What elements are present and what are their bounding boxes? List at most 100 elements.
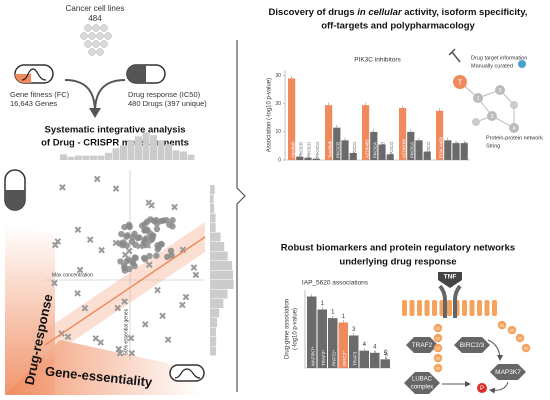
divider bbox=[236, 40, 246, 392]
pill-icon bbox=[4, 169, 26, 211]
point bbox=[125, 221, 133, 229]
y-axis-label: (-log10 p-value) bbox=[293, 308, 299, 350]
distance-label: 4 bbox=[373, 344, 377, 350]
point bbox=[142, 227, 150, 234]
hist-bar bbox=[210, 204, 215, 213]
hist-bar bbox=[75, 155, 82, 160]
gene-fitness-count: 16,643 Genes bbox=[10, 99, 57, 108]
ubiquitin bbox=[433, 323, 443, 333]
hist-bar bbox=[120, 145, 127, 160]
cell-lines-label: Cancer cell lines bbox=[66, 4, 125, 13]
cross-point bbox=[154, 286, 161, 294]
scatter-points bbox=[51, 175, 200, 357]
point bbox=[129, 233, 136, 241]
bar-label: PIK3CG bbox=[426, 141, 431, 158]
ub-label: Ub bbox=[510, 329, 515, 333]
hist-bar bbox=[172, 150, 180, 160]
hist-bar bbox=[180, 151, 187, 160]
lubac-node bbox=[404, 372, 440, 394]
point bbox=[129, 257, 136, 265]
cross-point bbox=[144, 242, 152, 249]
bar-label: PIK3CA bbox=[446, 142, 451, 158]
point bbox=[155, 244, 163, 251]
bar bbox=[380, 359, 390, 368]
ubiquitin bbox=[521, 343, 531, 353]
point bbox=[120, 239, 127, 246]
hist-bar bbox=[210, 280, 234, 289]
bar-label: BIRC2* bbox=[342, 351, 347, 366]
scatter-annotation: Max concentration bbox=[52, 272, 93, 278]
cross-point bbox=[145, 261, 153, 269]
cross-point bbox=[115, 345, 123, 353]
bar-label: IKBKB* bbox=[373, 351, 378, 366]
bar bbox=[436, 110, 444, 160]
hist-bar bbox=[210, 213, 216, 223]
bar bbox=[370, 131, 378, 160]
cross-point bbox=[51, 279, 58, 287]
tnf-shape bbox=[438, 272, 462, 288]
node bbox=[472, 118, 480, 126]
ub-label: Ub bbox=[524, 347, 529, 351]
cell bbox=[96, 32, 104, 40]
cross-point bbox=[114, 304, 122, 312]
point bbox=[164, 253, 171, 261]
hist-bar bbox=[82, 155, 90, 160]
y-axis-label: Association (-log10 p-value) bbox=[267, 78, 273, 152]
target-info: Drug target information bbox=[471, 55, 527, 61]
map3k7-node bbox=[490, 364, 526, 380]
cell bbox=[100, 40, 108, 48]
cross-point bbox=[127, 334, 135, 342]
bar bbox=[341, 140, 349, 160]
cross-point bbox=[112, 239, 120, 247]
bar-label: TBK1* bbox=[363, 353, 368, 366]
drug-response-gradient bbox=[5, 225, 55, 395]
bar bbox=[349, 335, 359, 368]
cell bbox=[104, 32, 112, 40]
point bbox=[131, 262, 138, 270]
hist-bar bbox=[105, 152, 112, 160]
traf2-node bbox=[406, 337, 438, 353]
bar bbox=[333, 127, 341, 160]
cross-point bbox=[141, 321, 149, 328]
bar bbox=[312, 158, 320, 160]
hist-bar bbox=[127, 139, 135, 160]
ub-label: Ub bbox=[500, 324, 505, 328]
hist-bar bbox=[135, 136, 142, 160]
bar bbox=[378, 144, 386, 160]
bar bbox=[325, 105, 333, 160]
hist-bar bbox=[142, 132, 150, 160]
bar bbox=[407, 131, 415, 160]
membrane bbox=[432, 300, 437, 316]
hist-bar bbox=[210, 337, 217, 346]
ub-label: Ub bbox=[436, 347, 441, 351]
cross-point bbox=[98, 246, 105, 254]
merge-arrowhead bbox=[89, 108, 101, 118]
title-part: Discovery of drugs bbox=[269, 7, 358, 18]
ppi-info: String bbox=[486, 143, 500, 149]
bar bbox=[349, 152, 357, 160]
node bbox=[473, 93, 483, 103]
node-label: 2 bbox=[498, 88, 501, 94]
point bbox=[153, 225, 161, 233]
bar bbox=[359, 350, 369, 368]
membrane bbox=[469, 300, 475, 316]
hist-bar bbox=[90, 155, 97, 160]
cell bbox=[88, 32, 96, 40]
point bbox=[160, 217, 167, 224]
network: 1 2 3 4 T Drug target information Manually cur… bbox=[448, 48, 543, 149]
y-tick-label: 30 bbox=[275, 73, 281, 79]
cross-point bbox=[92, 335, 100, 342]
membrane bbox=[462, 300, 467, 316]
cell bbox=[88, 48, 96, 56]
cross-point bbox=[159, 312, 166, 320]
point bbox=[138, 222, 146, 229]
cross-point bbox=[164, 336, 172, 343]
hist-bar bbox=[67, 156, 75, 160]
hist-bar bbox=[210, 346, 216, 356]
drug-response-count: 480 Drugs (397 unique) bbox=[128, 99, 207, 108]
cross-point bbox=[128, 349, 136, 357]
inhibit-icon bbox=[448, 48, 461, 63]
membrane bbox=[417, 300, 422, 316]
hist-bar bbox=[97, 155, 105, 160]
